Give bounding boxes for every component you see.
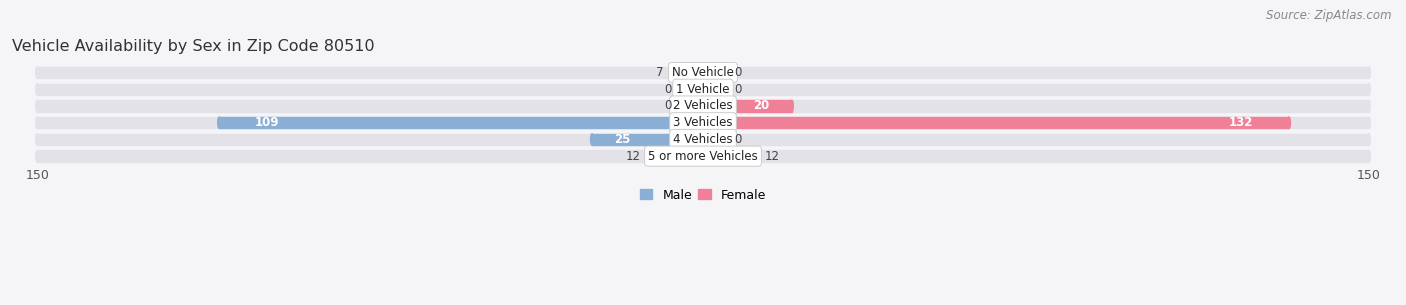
Bar xyxy=(703,117,1289,128)
Circle shape xyxy=(35,150,39,162)
Circle shape xyxy=(702,100,704,112)
Circle shape xyxy=(702,117,704,128)
Circle shape xyxy=(679,84,682,95)
Circle shape xyxy=(702,117,704,128)
Text: 2 Vehicles: 2 Vehicles xyxy=(673,99,733,113)
Text: 3 Vehicles: 3 Vehicles xyxy=(673,116,733,129)
Circle shape xyxy=(679,100,682,112)
Circle shape xyxy=(671,67,673,78)
Bar xyxy=(37,84,1369,95)
Bar xyxy=(592,134,703,145)
Bar xyxy=(219,117,703,128)
Circle shape xyxy=(702,100,704,112)
Text: 12: 12 xyxy=(626,150,641,163)
Circle shape xyxy=(702,84,704,95)
Circle shape xyxy=(1288,117,1291,128)
Circle shape xyxy=(702,67,704,78)
Text: 20: 20 xyxy=(754,99,769,113)
Circle shape xyxy=(35,84,39,95)
Circle shape xyxy=(702,150,704,162)
Bar xyxy=(672,67,703,78)
Circle shape xyxy=(591,134,593,145)
Text: 0: 0 xyxy=(734,66,741,79)
Text: Source: ZipAtlas.com: Source: ZipAtlas.com xyxy=(1267,9,1392,22)
Text: 7: 7 xyxy=(655,66,664,79)
Circle shape xyxy=(702,150,704,162)
Text: 4 Vehicles: 4 Vehicles xyxy=(673,133,733,146)
Text: 25: 25 xyxy=(614,133,631,146)
Circle shape xyxy=(1367,67,1371,78)
Circle shape xyxy=(1367,117,1371,128)
Circle shape xyxy=(1367,150,1371,162)
Circle shape xyxy=(648,150,651,162)
Legend: Male, Female: Male, Female xyxy=(636,184,770,206)
Circle shape xyxy=(702,67,704,78)
Bar xyxy=(37,150,1369,162)
Bar xyxy=(703,150,756,162)
Circle shape xyxy=(724,84,727,95)
Bar xyxy=(37,100,1369,112)
Circle shape xyxy=(790,100,793,112)
Text: No Vehicle: No Vehicle xyxy=(672,66,734,79)
Text: 109: 109 xyxy=(254,116,280,129)
Circle shape xyxy=(724,67,727,78)
Bar xyxy=(681,84,703,95)
Circle shape xyxy=(1367,100,1371,112)
Circle shape xyxy=(724,134,727,145)
Bar xyxy=(37,67,1369,78)
Bar xyxy=(703,100,792,112)
Text: Vehicle Availability by Sex in Zip Code 80510: Vehicle Availability by Sex in Zip Code … xyxy=(13,39,375,54)
Bar xyxy=(37,134,1369,145)
Text: 5 or more Vehicles: 5 or more Vehicles xyxy=(648,150,758,163)
Bar xyxy=(37,117,1369,128)
Bar xyxy=(703,84,725,95)
Text: 0: 0 xyxy=(734,133,741,146)
Bar xyxy=(703,134,725,145)
Circle shape xyxy=(1367,134,1371,145)
Text: 12: 12 xyxy=(765,150,780,163)
Circle shape xyxy=(35,67,39,78)
Bar xyxy=(703,67,725,78)
Circle shape xyxy=(35,100,39,112)
Circle shape xyxy=(702,84,704,95)
Text: 0: 0 xyxy=(665,99,672,113)
Bar xyxy=(650,150,703,162)
Text: 1 Vehicle: 1 Vehicle xyxy=(676,83,730,96)
Circle shape xyxy=(755,150,758,162)
Circle shape xyxy=(35,117,39,128)
Bar xyxy=(681,100,703,112)
Circle shape xyxy=(218,117,221,128)
Circle shape xyxy=(35,134,39,145)
Text: 132: 132 xyxy=(1229,116,1253,129)
Text: 0: 0 xyxy=(734,83,741,96)
Text: 0: 0 xyxy=(665,83,672,96)
Circle shape xyxy=(702,134,704,145)
Circle shape xyxy=(702,134,704,145)
Circle shape xyxy=(1367,84,1371,95)
